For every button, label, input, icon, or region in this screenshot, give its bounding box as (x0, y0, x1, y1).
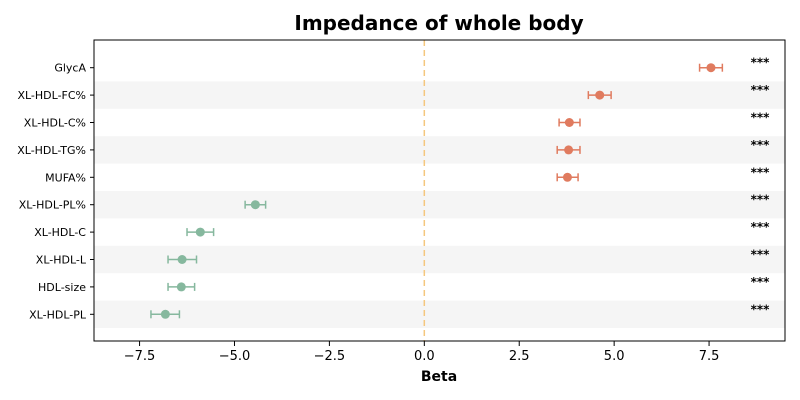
row-band (94, 300, 785, 328)
x-tick-label: −5.0 (219, 349, 251, 364)
data-point (176, 282, 186, 292)
significance-label: *** (751, 275, 771, 289)
data-point (706, 63, 716, 73)
y-tick-label: GlycA (54, 62, 86, 75)
y-tick-label: XL-HDL-C% (24, 117, 86, 130)
y-tick-label: MUFA% (45, 171, 86, 184)
data-point (177, 255, 187, 264)
significance-label: *** (751, 56, 771, 70)
x-tick-label: 7.5 (699, 349, 720, 364)
y-tick-label: XL-HDL-PL (29, 308, 87, 321)
data-point (595, 90, 605, 100)
x-tick-label: 5.0 (604, 349, 625, 364)
plot-marks: *** *** *** *** *** *** *** *** *** *** (150, 56, 771, 319)
significance-label: *** (751, 111, 771, 125)
significance-label: *** (751, 138, 771, 152)
y-tick-label: XL-HDL-L (36, 254, 87, 267)
plot-frame (93, 39, 786, 342)
significance-label: *** (751, 302, 771, 316)
x-axis: −7.5 −5.0 −2.5 0.0 2.5 5.0 7.5 (124, 341, 720, 364)
x-tick-label: −2.5 (314, 349, 346, 364)
y-tick-label: XL-HDL-C (34, 226, 86, 239)
row-band (94, 245, 785, 274)
data-point (564, 118, 574, 127)
y-axis: GlycA XL-HDL-FC% XL-HDL-C% XL-HDL-TG% MUFA% X… (17, 62, 94, 321)
chart-title: Impedance of whole body (294, 11, 583, 35)
data-point (195, 227, 205, 237)
x-tick-label: −7.5 (124, 349, 156, 364)
data-point (250, 200, 260, 210)
y-tick-label: XL-HDL-FC% (17, 89, 86, 102)
row-bands (94, 81, 785, 328)
significance-label: *** (751, 220, 771, 234)
significance-label: *** (751, 83, 771, 97)
data-point (160, 309, 170, 319)
row-band (94, 81, 785, 109)
significance-label: *** (751, 165, 771, 179)
y-tick-label: XL-HDL-PL% (19, 199, 86, 212)
significance-label: *** (751, 193, 771, 207)
y-tick-label: XL-HDL-TG% (17, 144, 86, 157)
x-axis-label: Beta (421, 369, 457, 385)
data-point (564, 145, 574, 155)
data-point (562, 172, 572, 182)
y-tick-label: HDL-size (38, 281, 86, 294)
row-band (94, 136, 785, 164)
x-tick-label: 0.0 (414, 349, 435, 364)
row-band (94, 191, 785, 219)
x-tick-label: 2.5 (509, 349, 530, 364)
significance-label: *** (751, 248, 771, 262)
